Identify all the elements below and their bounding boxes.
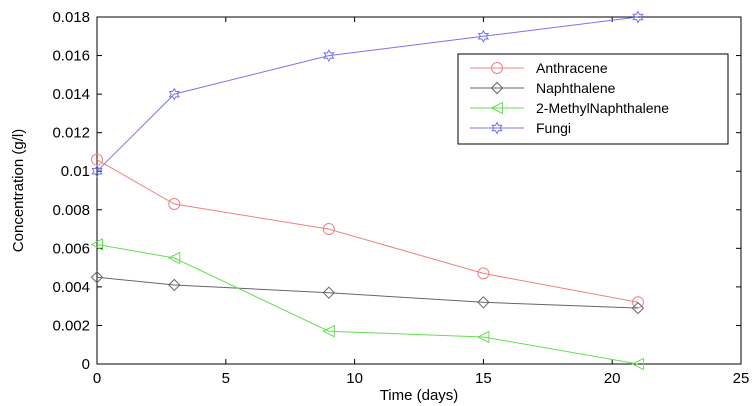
data-point: [90, 238, 103, 251]
legend-item: 2-MethylNaphthalene: [470, 100, 669, 116]
y-tick-label: 0.014: [52, 86, 90, 103]
legend-label: Anthracene: [536, 60, 608, 76]
legend-items: Anthracene Naphthalene 2-MethylNaphthalene…: [470, 60, 669, 136]
y-tick-label: 0.016: [52, 48, 90, 65]
legend-label: Naphthalene: [536, 80, 616, 96]
legend-box: [457, 53, 729, 145]
data-point: [322, 324, 335, 338]
legend-item: Naphthalene: [470, 80, 616, 96]
legend-marker: [490, 101, 503, 115]
series-naphthalene: [90, 271, 645, 315]
legend-marker: [491, 62, 503, 74]
data-point: [323, 48, 335, 63]
data-point: [322, 286, 336, 299]
x-tick-label: 10: [346, 370, 363, 387]
data-point: [476, 330, 490, 344]
y-tick-label: 0.004: [52, 279, 90, 296]
x-tick-label: 25: [733, 370, 750, 387]
y-tick-label: 0.006: [52, 240, 90, 257]
x-tick-label: 0: [93, 370, 101, 387]
data-point: [167, 251, 181, 265]
legend-marker: [491, 121, 503, 135]
x-tick-label: 5: [222, 370, 230, 387]
data-point: [322, 223, 335, 236]
data-point: [477, 267, 490, 280]
x-tick-label: 15: [475, 370, 492, 387]
data-point: [168, 197, 181, 210]
data-point: [90, 271, 104, 284]
series-line: [96, 276, 639, 309]
data-point: [168, 278, 181, 292]
y-tick-label: 0.018: [52, 9, 90, 26]
series-line: [96, 159, 639, 303]
data-point: [631, 357, 644, 371]
x-axis-label: Time (days): [380, 387, 459, 404]
y-tick-label: 0.012: [52, 125, 90, 142]
data-point: [477, 296, 490, 309]
y-tick-label: 0.008: [52, 202, 90, 219]
data-point: [91, 164, 103, 178]
series-fungi: [91, 10, 644, 178]
legend: Anthracene Naphthalene 2-MethylNaphthalene…: [457, 53, 729, 145]
data-point: [477, 29, 490, 43]
legend-item: Fungi: [470, 120, 571, 136]
legend-item: Anthracene: [470, 60, 608, 76]
legend-marker: [490, 81, 504, 95]
series-line: [96, 244, 639, 365]
y-axis-label: Concentration (g/l): [10, 129, 27, 252]
x-tick-label: 20: [604, 370, 621, 387]
data-point: [631, 301, 645, 315]
ticks-layer: 0 5 10 15 20 25 0 0.002 0.004 0.006 0.008 0.01 0.012…: [52, 9, 749, 387]
legend-label: 2-MethylNaphthalene: [536, 100, 669, 116]
y-tick-label: 0: [82, 356, 90, 373]
data-point: [168, 87, 180, 101]
series-line: [96, 16, 639, 172]
y-tick-label: 0.01: [61, 163, 90, 180]
legend-label: Fungi: [536, 120, 571, 136]
series-2-methylnaphthalene: [90, 238, 644, 371]
series-layer: [90, 10, 645, 371]
y-tick-label: 0.002: [52, 317, 90, 334]
data-point: [632, 10, 644, 24]
